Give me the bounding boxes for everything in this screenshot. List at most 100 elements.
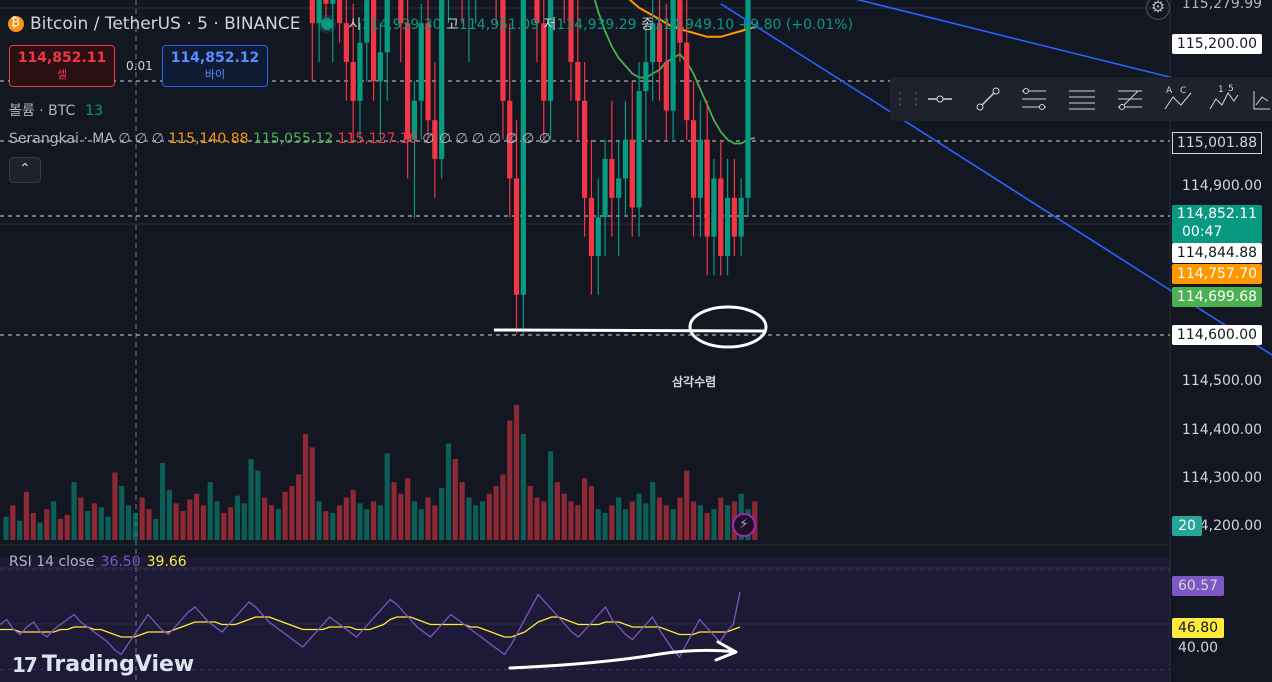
volume-bar <box>214 501 220 540</box>
volume-bar <box>187 499 193 540</box>
volume-bar <box>228 507 234 540</box>
trendlines[interactable] <box>6 0 1272 372</box>
volume-bar <box>309 447 315 540</box>
drag-handle-icon[interactable]: ⋮⋮ <box>892 89 924 108</box>
candle-body <box>622 139 629 179</box>
symbol-title[interactable]: Bitcoin / TetherUS · 5 · BINANCE <box>30 14 301 34</box>
volume-bar <box>622 509 629 540</box>
volume-bar <box>445 443 452 540</box>
volume-bar <box>64 514 70 540</box>
ma-legend[interactable]: Serangkai · MA ∅ ∅ ∅ 115,140.88 115,055.… <box>9 131 551 147</box>
volume-bar <box>479 501 486 540</box>
volume-bar <box>656 497 663 540</box>
rsi-pane <box>0 569 1170 670</box>
more-icon[interactable] <box>1250 83 1272 115</box>
price-tick-label: 114,400.00 <box>1181 422 1263 438</box>
rsi-tick-label: 46.80 <box>1172 618 1224 638</box>
candle-body <box>330 0 336 4</box>
candle-body <box>568 0 574 62</box>
volume-bar <box>588 486 595 540</box>
volume-bar <box>697 505 703 540</box>
candle-body <box>370 0 377 82</box>
volume-bar <box>255 470 261 540</box>
candle-body <box>405 23 411 140</box>
candle-body <box>677 0 683 43</box>
volume-bar <box>418 509 424 540</box>
price-badge: 114,852.11 00:47 <box>1172 205 1262 243</box>
volume-bar <box>704 513 710 540</box>
volume-bar <box>330 513 336 540</box>
symbol-header[interactable]: Bitcoin / TetherUS · 5 · BINANCE 시114,93… <box>8 14 853 34</box>
volume-bar <box>166 489 172 540</box>
price-tick-label: 114,500.00 <box>1181 373 1263 389</box>
candle-body <box>602 159 608 218</box>
trend-line-icon[interactable] <box>972 83 1004 115</box>
volume-bar <box>91 503 98 540</box>
volume-bar <box>194 493 200 540</box>
candle-body <box>609 159 615 198</box>
candle-body <box>513 178 520 295</box>
sell-label: 셀 <box>56 68 68 81</box>
volume-bar <box>595 509 601 540</box>
volume-bar <box>275 509 281 540</box>
ma-fast-line <box>593 0 756 145</box>
parallel-channel-icon[interactable] <box>1018 83 1050 115</box>
bolt-icon[interactable]: ⚡ <box>732 513 756 537</box>
rsi-line <box>0 591 741 659</box>
candlesticks <box>309 0 751 334</box>
candle-body <box>323 0 329 4</box>
candle-body <box>364 0 370 43</box>
svg-text:A: A <box>1166 86 1173 96</box>
volume-bar <box>493 486 499 540</box>
buy-button[interactable]: 114,852.12 바이 <box>162 45 268 87</box>
volume-legend[interactable]: 볼륨 · BTC 13 <box>9 103 104 119</box>
fib-icon[interactable] <box>1114 83 1146 115</box>
volume-bar <box>425 497 431 540</box>
price-tick-label: 114,300.00 <box>1181 470 1263 486</box>
volume-bar <box>159 462 166 540</box>
gear-icon[interactable]: ⚙ <box>1146 0 1170 20</box>
volume-bar <box>507 420 513 540</box>
pattern-annotation[interactable]: 삼각수렴 <box>672 375 717 389</box>
volume-bar <box>677 497 683 540</box>
bitcoin-icon <box>8 15 24 32</box>
volume-bar <box>112 472 118 540</box>
volume-bar <box>302 433 309 540</box>
candle-body <box>670 0 676 111</box>
price-tick-label: 114,600.00 <box>1172 325 1262 345</box>
volume-bar <box>541 501 547 540</box>
volume-bar <box>139 497 145 540</box>
candle-body <box>350 62 356 101</box>
candle-body <box>718 178 724 256</box>
volume-bar <box>384 453 390 540</box>
volume-bar <box>439 487 445 540</box>
candle-body <box>690 120 697 198</box>
volume-bar <box>636 493 642 540</box>
candle-body <box>704 139 710 237</box>
candle-body <box>357 42 363 101</box>
candle-body <box>711 178 717 237</box>
candle-body <box>643 62 649 92</box>
volume-bar <box>547 451 554 540</box>
sell-button[interactable]: 114,852.11 셀 <box>9 45 115 87</box>
horizontal-ray-icon[interactable] <box>924 83 956 115</box>
candle-body <box>663 62 669 111</box>
regression-icon[interactable] <box>1066 83 1098 115</box>
volume-bar <box>350 489 356 540</box>
volume-bar <box>616 497 622 540</box>
volume-bar <box>609 505 615 540</box>
candle-body <box>500 0 506 101</box>
candle-body <box>398 0 404 24</box>
price-tick-label: 114,844.88 <box>1172 243 1262 263</box>
volume-bar <box>85 511 91 540</box>
buy-label: 바이 <box>204 68 226 81</box>
rsi-legend[interactable]: RSI 14 close 36.50 39.66 <box>9 554 187 570</box>
volume-bar <box>30 513 36 540</box>
volume-bar <box>23 491 30 540</box>
collapse-legend-button[interactable]: ⌃ <box>9 157 41 183</box>
volume-bar <box>119 486 125 540</box>
candle-body <box>432 120 438 159</box>
